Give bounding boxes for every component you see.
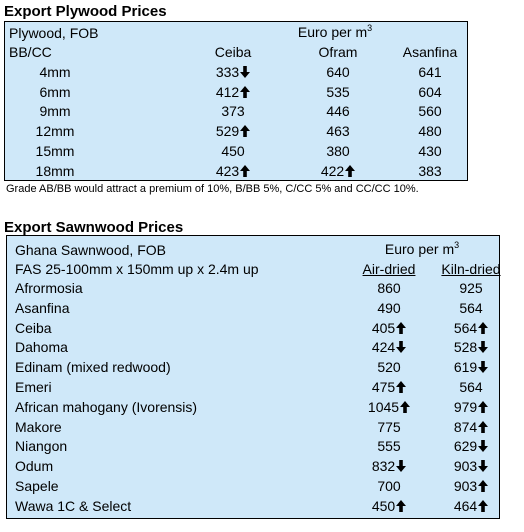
plywood-row-size: 4mm xyxy=(39,64,71,80)
arrow-up-icon xyxy=(396,381,407,393)
plywood-cell: 333 xyxy=(183,63,283,81)
plywood-cell: 480 xyxy=(418,123,442,140)
sawnwood-table: Ghana Sawnwood, FOB Euro per m3 FAS 25-1… xyxy=(6,235,501,519)
plywood-row-size: 12mm xyxy=(35,123,75,140)
sawnwood-cell: 475 xyxy=(347,378,431,396)
sawnwood-cell: 874 xyxy=(429,418,513,436)
plywood-unit: Euro per m3 xyxy=(297,23,373,41)
arrow-up-icon xyxy=(240,85,251,98)
sawnwood-row-name: Niangon xyxy=(15,438,68,455)
plywood-cell: 373 xyxy=(221,103,245,120)
sawnwood-cell: 860 xyxy=(377,280,401,296)
sawnwood-label-fob: Ghana Sawnwood, FOB xyxy=(15,242,166,258)
sawnwood-row-name: Asanfina xyxy=(15,299,70,316)
plywood-cell: 430 xyxy=(418,142,442,159)
plywood-cell: 383 xyxy=(418,162,442,179)
arrow-up-icon xyxy=(400,400,411,413)
arrow-down-icon xyxy=(478,440,489,453)
arrow-down-icon xyxy=(396,460,407,473)
plywood-cell: 640 xyxy=(326,64,350,80)
arrow-down-icon xyxy=(478,460,489,473)
sawnwood-row-name: Ceiba xyxy=(15,319,52,336)
sawnwood-unit: Euro per m3 xyxy=(384,240,460,258)
plywood-cell: 604 xyxy=(418,83,442,100)
arrow-up-icon xyxy=(478,321,489,334)
arrow-up-icon xyxy=(240,125,251,138)
arrow-up-icon xyxy=(396,321,407,334)
plywood-row-size: 15mm xyxy=(35,142,75,159)
plywood-cell: 560 xyxy=(418,103,442,120)
sawnwood-cell: 775 xyxy=(377,418,401,435)
sawnwood-row-name: Sapele xyxy=(15,478,59,494)
sawnwood-cell: 564 xyxy=(459,379,483,395)
sawnwood-row-name: Edinam (mixed redwood) xyxy=(15,359,171,376)
arrow-down-icon xyxy=(240,66,251,78)
sawnwood-col-header: Air-dried xyxy=(362,261,416,277)
sawnwood-cell: 979 xyxy=(429,398,513,416)
arrow-up-icon xyxy=(240,164,251,177)
plywood-note: Grade AB/BB would attract a premium of 1… xyxy=(6,183,419,195)
sawnwood-cell: 619 xyxy=(429,358,513,376)
plywood-title: Export Plywood Prices xyxy=(4,3,167,20)
plywood-cell: 446 xyxy=(326,103,350,120)
sawnwood-cell: 700 xyxy=(377,478,401,494)
sawnwood-row-name: Wawa 1C & Select xyxy=(15,497,132,514)
sawnwood-col-header: Kiln-dried xyxy=(441,261,501,277)
sawnwood-cell: 564 xyxy=(459,299,483,316)
sawnwood-cell: 564 xyxy=(429,319,513,337)
arrow-down-icon xyxy=(478,361,489,374)
plywood-cell: 535 xyxy=(326,83,350,100)
plywood-cell: 463 xyxy=(326,123,350,140)
plywood-row-size: 9mm xyxy=(39,103,71,120)
sawnwood-row-name: Afrormosia xyxy=(15,280,83,296)
sawnwood-row-name: Odum xyxy=(15,458,54,475)
plywood-col-header: Ofram xyxy=(318,44,358,60)
sawnwood-cell: 903 xyxy=(429,457,513,475)
sawnwood-cell: 832 xyxy=(347,457,431,475)
plywood-cell: 380 xyxy=(326,142,350,159)
sawnwood-row-name: Makore xyxy=(15,418,62,435)
plywood-label-grade: BB/CC xyxy=(9,44,52,60)
plywood-label-fob: Plywood, FOB xyxy=(9,25,99,41)
arrow-up-icon xyxy=(478,420,489,433)
sawnwood-cell: 528 xyxy=(429,338,513,356)
sawnwood-title: Export Sawnwood Prices xyxy=(4,219,184,236)
plywood-cell: 529 xyxy=(183,122,283,140)
sawnwood-cell: 555 xyxy=(377,438,401,455)
arrow-down-icon xyxy=(396,341,407,354)
arrow-up-icon xyxy=(478,400,489,413)
sawnwood-row-name: Emeri xyxy=(15,379,52,395)
plywood-row-size: 6mm xyxy=(39,83,71,100)
sawnwood-row-name: Dahoma xyxy=(15,339,68,356)
sawnwood-cell: 629 xyxy=(429,437,513,455)
sawnwood-label-spec: FAS 25-100mm x 150mm up x 2.4m up xyxy=(15,261,259,277)
arrow-up-icon xyxy=(345,164,356,177)
plywood-cell: 423 xyxy=(183,162,283,180)
sawnwood-row-name: African mahogany (Ivorensis) xyxy=(15,398,198,415)
sawnwood-cell: 450 xyxy=(347,497,431,515)
plywood-cell: 422 xyxy=(288,162,388,180)
arrow-up-icon xyxy=(396,499,407,512)
sawnwood-cell: 520 xyxy=(377,359,401,376)
plywood-table: Plywood, FOB Euro per m3 BB/CC Ceiba Ofra… xyxy=(4,21,468,181)
arrow-up-icon xyxy=(478,499,489,512)
sawnwood-cell: 490 xyxy=(377,299,401,316)
sawnwood-cell: 405 xyxy=(347,319,431,337)
sawnwood-cell: 1045 xyxy=(347,398,431,416)
plywood-cell: 641 xyxy=(418,64,442,80)
sawnwood-cell: 903 xyxy=(429,477,513,495)
sawnwood-cell: 424 xyxy=(347,338,431,356)
arrow-down-icon xyxy=(478,341,489,354)
plywood-col-header: Asanfina xyxy=(402,44,458,60)
plywood-col-header: Ceiba xyxy=(214,44,252,60)
sawnwood-cell: 464 xyxy=(429,497,513,515)
arrow-up-icon xyxy=(478,480,489,492)
plywood-row-size: 18mm xyxy=(35,162,75,179)
sawnwood-cell: 925 xyxy=(459,280,483,296)
plywood-cell: 450 xyxy=(221,142,245,159)
plywood-cell: 412 xyxy=(183,83,283,101)
